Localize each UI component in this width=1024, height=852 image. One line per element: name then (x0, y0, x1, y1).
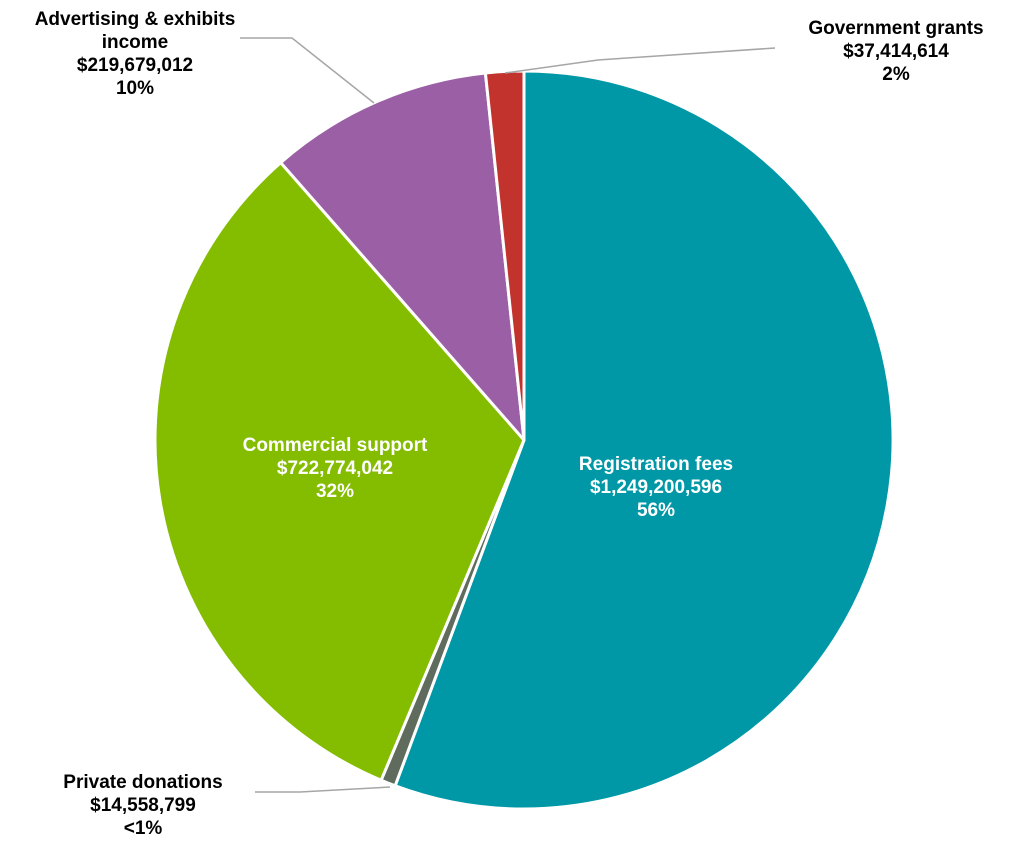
leader-line-government (504, 47, 776, 74)
leader-line-advertising (240, 37, 375, 104)
slice-label-value: $722,774,042 (276, 458, 394, 479)
slice-label-name-cont: income (101, 32, 169, 53)
data-label-commercial-support: Commercial support $722,774,042 32% (205, 434, 465, 503)
pie-slice-registration-fees (393, 69, 895, 811)
pie-slice-commercial-support (153, 161, 526, 782)
slice-label-name: Registration fees (578, 454, 734, 475)
slice-label-value: $1,249,200,596 (589, 477, 723, 498)
slice-label-value: $14,558,799 (90, 795, 196, 816)
leader-lines (240, 37, 776, 793)
data-label-advertising-exhibits-income: Advertising & exhibits income $219,679,0… (0, 8, 270, 100)
data-label-private-donations: Private donations $14,558,799 <1% (28, 771, 258, 840)
slice-label-name: Government grants (808, 18, 984, 39)
slice-label-value: $219,679,012 (76, 55, 194, 76)
data-label-registration-fees: Registration fees $1,249,200,596 56% (540, 453, 772, 522)
leader-line-private (255, 786, 391, 793)
slice-label-percent: 2% (882, 64, 910, 85)
slice-label-name: Advertising & exhibits (34, 9, 236, 30)
data-label-government-grants: Government grants $37,414,614 2% (786, 17, 1006, 86)
slice-label-percent: <1% (123, 818, 163, 839)
slice-label-percent: 56% (636, 500, 676, 521)
slice-label-name: Commercial support (242, 435, 428, 456)
slice-label-percent: 32% (315, 481, 355, 502)
slice-label-name: Private donations (63, 772, 223, 793)
pie-slices (153, 69, 895, 811)
slice-label-value: $37,414,614 (843, 41, 949, 62)
slice-label-percent: 10% (115, 78, 155, 99)
pie-slice-advertising-exhibits-income (279, 71, 526, 442)
